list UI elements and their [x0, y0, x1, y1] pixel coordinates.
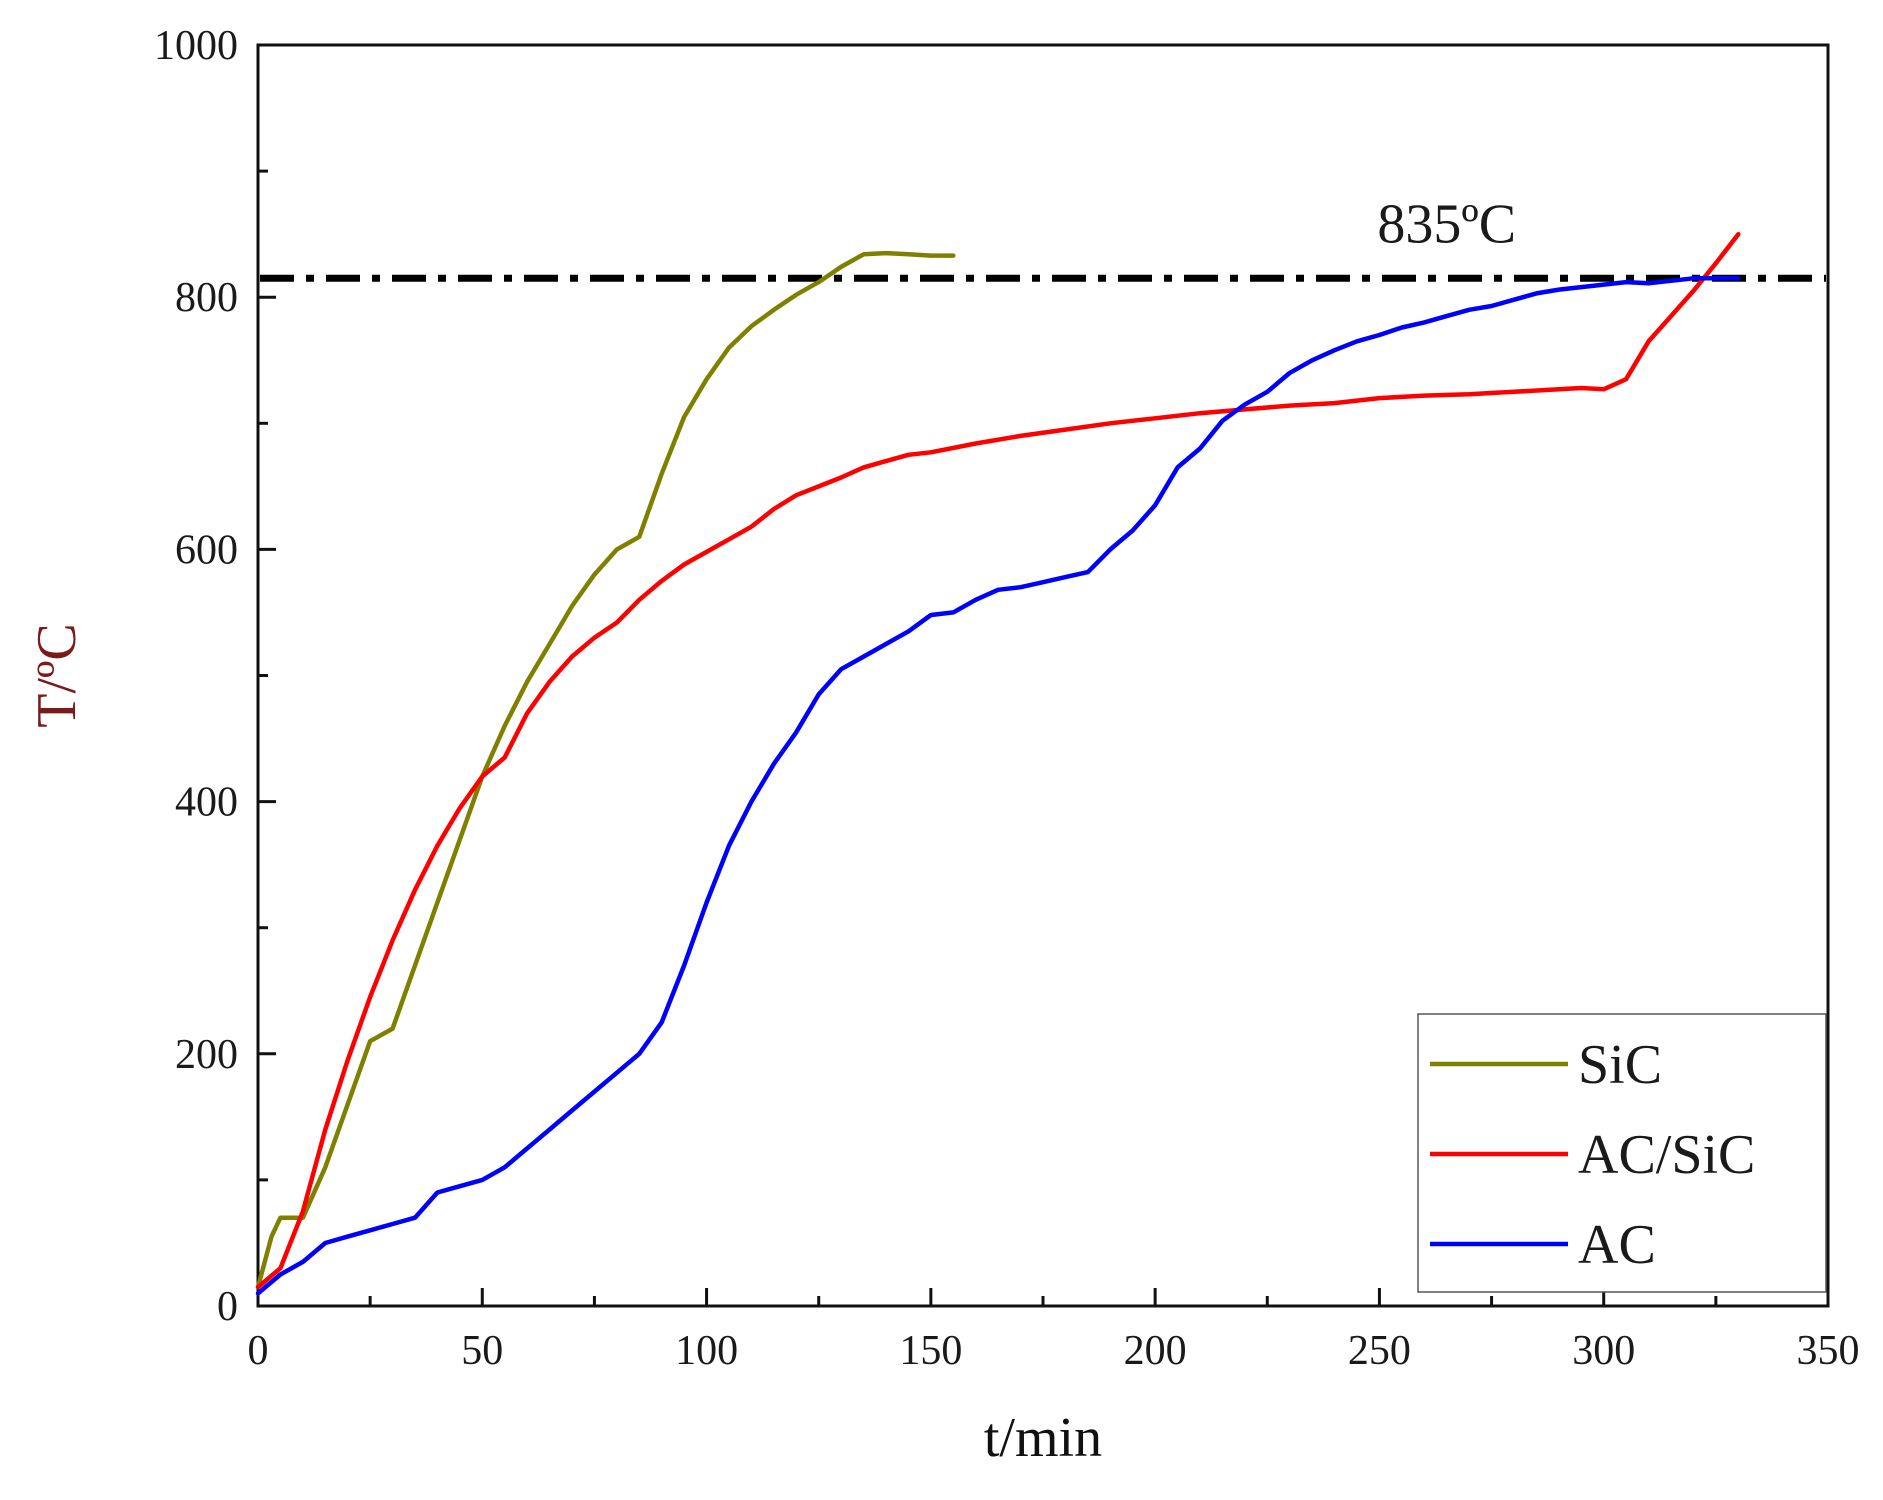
- legend: SiC AC/SiC AC: [1417, 1013, 1827, 1293]
- legend-label: AC: [1578, 1214, 1656, 1276]
- series-line-ac-sic: [255, 231, 1741, 1290]
- y-tick-label: 0: [217, 1284, 238, 1330]
- y-tick-label: 1000: [154, 23, 238, 69]
- series-line-ac: [255, 276, 1741, 1296]
- y-axis-title: T/ºC: [26, 623, 88, 727]
- series-group: [255, 231, 1741, 1296]
- x-tick-label: 250: [1348, 1328, 1411, 1374]
- x-tick-label: 100: [675, 1328, 738, 1374]
- x-axis-title: t/min: [984, 1407, 1102, 1469]
- x-tick-label: 0: [248, 1328, 269, 1374]
- legend-label: AC/SiC: [1578, 1124, 1755, 1186]
- y-tick-label: 400: [175, 780, 238, 826]
- x-tick-label: 300: [1572, 1328, 1635, 1374]
- y-tick-label: 600: [175, 527, 238, 573]
- x-tick-label: 350: [1797, 1328, 1860, 1374]
- x-tick-label: 150: [899, 1328, 962, 1374]
- reference-line-label: 835ºC: [1377, 193, 1516, 255]
- series-line-sic: [255, 250, 956, 1290]
- y-tick-label: 200: [175, 1032, 238, 1078]
- x-tick-label: 200: [1124, 1328, 1187, 1374]
- y-tick-label: 800: [175, 275, 238, 321]
- x-tick-label: 50: [461, 1328, 503, 1374]
- legend-label: SiC: [1578, 1034, 1662, 1096]
- x-axis: 0 50 100 150 200 250 300 350: [248, 1288, 1860, 1374]
- y-axis: 0 200 400 600 800 1000: [154, 23, 276, 1330]
